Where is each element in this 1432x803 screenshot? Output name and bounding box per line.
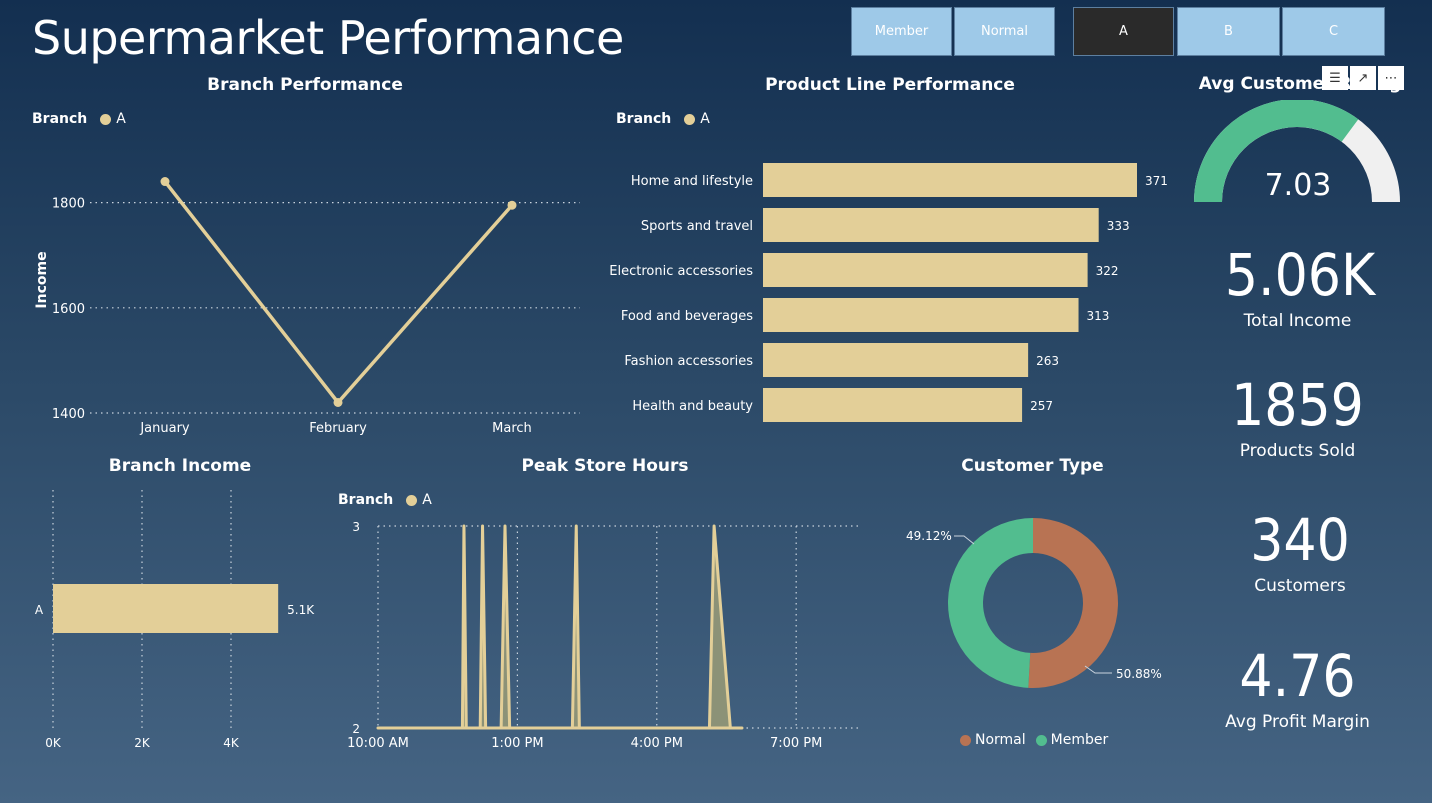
bar <box>763 208 1099 242</box>
donut-slice-member <box>947 518 1033 688</box>
category-label: A <box>35 603 44 617</box>
bar-value-label: 5.1K <box>287 603 315 617</box>
customer-type-legend: Normal Member <box>960 732 1108 748</box>
legend-title: Branch <box>32 111 88 127</box>
slicer-branch-c-button[interactable]: C <box>1282 7 1385 56</box>
x-tick-label: 0K <box>45 736 62 750</box>
y-tick-label: 2 <box>352 722 360 736</box>
legend-title: Branch <box>616 111 672 127</box>
kpi-customers-label: Customers <box>1254 576 1346 596</box>
bar <box>763 298 1079 332</box>
category-label: Home and lifestyle <box>631 174 753 189</box>
branch-performance-title: Branch Performance <box>207 75 403 95</box>
customer-type-donut: 50.88% 49.12% <box>906 518 1162 688</box>
x-tick-label: March <box>492 421 532 436</box>
series-area-a <box>376 524 744 730</box>
category-label: Health and beauty <box>632 399 753 414</box>
kpi-products-sold-value: 1859 <box>1231 371 1364 439</box>
x-tick-label: February <box>309 421 367 436</box>
y-tick-label: 1800 <box>52 197 85 212</box>
y-axis-label: Income <box>34 251 50 308</box>
leader-line <box>1084 665 1112 674</box>
x-tick-label: 4K <box>223 736 240 750</box>
kpi-profit-margin-value: 4.76 <box>1239 642 1356 710</box>
legend-swatch-member <box>1035 734 1047 746</box>
data-point <box>160 177 170 187</box>
legend-item-normal: Normal <box>975 732 1026 748</box>
x-tick-label: 2K <box>134 736 151 750</box>
slicer-branch-b-button[interactable]: B <box>1177 7 1280 56</box>
series-line-a <box>163 180 514 406</box>
y-tick-label: 1400 <box>52 407 85 422</box>
peak-hours-legend: Branch A <box>338 492 432 508</box>
peak-hours-title: Peak Store Hours <box>521 456 689 476</box>
bar-value-label: 333 <box>1107 219 1130 233</box>
slicer-member-button[interactable]: Member <box>851 7 952 56</box>
branch-performance-legend: Branch A <box>32 111 126 127</box>
filter-icon[interactable]: ☰ <box>1322 66 1348 90</box>
gauge-fill <box>1194 100 1359 202</box>
bar-value-label: 263 <box>1036 354 1059 368</box>
leader-line <box>954 535 975 545</box>
bar-value-label: 322 <box>1096 264 1119 278</box>
visual-header-icons: ☰ ↗ ⋯ <box>1322 66 1404 90</box>
y-tick-label: 1600 <box>52 302 85 317</box>
legend-swatch <box>406 494 418 506</box>
branch-income-title: Branch Income <box>108 456 252 476</box>
x-tick-label: 7:00 PM <box>770 736 822 751</box>
slice-value-label: 50.88% <box>1116 667 1162 681</box>
bar <box>53 584 279 633</box>
legend-item-member: Member <box>1050 732 1109 748</box>
legend-swatch-normal <box>960 734 971 746</box>
legend-item: A <box>422 492 432 508</box>
category-label: Food and beverages <box>621 309 753 324</box>
customer-type-title: Customer Type <box>961 456 1104 476</box>
peak-hours-chart: 2 3 10:00 AM 1:00 PM 4:00 PM 7:00 PM <box>347 520 862 751</box>
kpi-profit-margin-label: Avg Profit Margin <box>1225 712 1370 732</box>
category-label: Fashion accessories <box>624 354 753 369</box>
slicer-normal-button[interactable]: Normal <box>954 7 1055 56</box>
branch-performance-chart: Income 1400 1600 1800 January February March <box>34 177 580 436</box>
category-label: Sports and travel <box>641 219 753 234</box>
legend-swatch <box>100 113 112 125</box>
legend-item: A <box>700 111 710 127</box>
kpi-customers-value: 340 <box>1250 506 1350 574</box>
bar-value-label: 371 <box>1145 174 1168 188</box>
kpi-total-income-value: 5.06K <box>1224 241 1376 309</box>
category-label: Electronic accessories <box>609 264 753 279</box>
legend-title: Branch <box>338 492 394 508</box>
legend-item: A <box>116 111 126 127</box>
dashboard-title: Supermarket Performance <box>32 11 624 65</box>
bar <box>763 163 1137 197</box>
donut-slice-normal <box>1028 518 1118 688</box>
bar-value-label: 313 <box>1087 309 1110 323</box>
product-line-title: Product Line Performance <box>765 75 1015 95</box>
slice-value-label: 49.12% <box>906 529 952 543</box>
customer-rating-gauge: 7.03 <box>1194 100 1400 203</box>
bar <box>763 253 1088 287</box>
data-point <box>507 200 517 210</box>
bar <box>763 388 1023 422</box>
gauge-value: 7.03 <box>1265 168 1332 203</box>
bar <box>763 343 1029 377</box>
legend-swatch <box>684 113 696 125</box>
product-line-chart: Home and lifestyle 371 Sports and travel 33… <box>609 163 1168 422</box>
slicer-branch-a-button[interactable]: A <box>1073 7 1174 56</box>
kpi-products-sold-label: Products Sold <box>1239 441 1356 461</box>
data-point <box>333 397 343 407</box>
x-tick-label: January <box>139 421 190 436</box>
x-tick-label: 4:00 PM <box>631 736 683 751</box>
x-tick-label: 10:00 AM <box>347 736 409 751</box>
product-line-legend: Branch A <box>616 111 710 127</box>
branch-income-chart: 0K 2K 4K A 5.1K <box>35 490 315 750</box>
y-tick-label: 3 <box>352 520 360 534</box>
kpi-total-income-label: Total Income <box>1243 311 1352 331</box>
x-tick-label: 1:00 PM <box>491 736 543 751</box>
focus-mode-icon[interactable]: ↗ <box>1350 66 1376 90</box>
bar-value-label: 257 <box>1030 399 1053 413</box>
more-options-icon[interactable]: ⋯ <box>1378 66 1404 90</box>
